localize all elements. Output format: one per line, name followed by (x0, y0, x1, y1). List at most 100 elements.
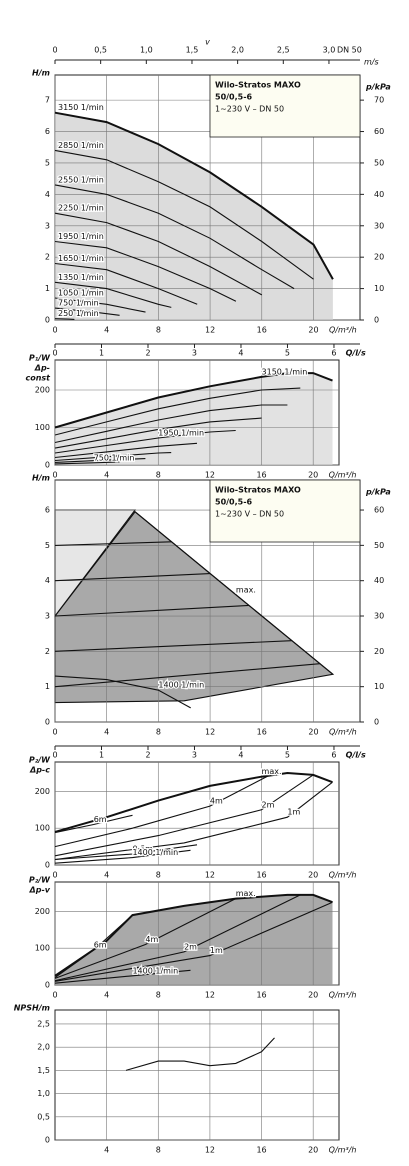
curve (54, 297, 146, 313)
x-tick-label: 12 (205, 471, 215, 480)
x-axis-label: Q/m³/h (329, 991, 357, 1000)
y2-tick-label: 0 (374, 718, 379, 727)
info-text: 1~230 V – DN 50 (215, 105, 284, 114)
axis-tick-label: 0 (52, 349, 57, 358)
curve-label: 2m (262, 800, 275, 809)
y2-tick-label: 20 (374, 253, 384, 262)
curve-label: 1950 1/min (158, 429, 204, 438)
axis-tick-label: 3,0 (323, 46, 336, 55)
curve (54, 240, 237, 302)
curve (54, 541, 172, 546)
x-tick-label: 0 (52, 871, 57, 880)
y-axis-label: H/m (32, 69, 50, 78)
curve (54, 573, 211, 582)
curve (54, 894, 301, 982)
y-tick-label: 2,5 (37, 1019, 50, 1028)
curve (54, 901, 333, 982)
x-tick-label: 20 (308, 871, 318, 880)
curve (54, 429, 236, 454)
curve (54, 893, 333, 977)
x-tick-label: 20 (308, 326, 318, 335)
curve (54, 969, 191, 984)
y2-tick-label: 30 (374, 221, 384, 230)
curve (54, 442, 198, 459)
y-axis-label: Δp-c (29, 766, 50, 775)
axis-label: v (205, 38, 210, 47)
y2-tick-label: 40 (374, 190, 384, 199)
x-tick-label: 4 (104, 871, 109, 880)
x-tick-label: 12 (205, 326, 215, 335)
x-tick-label: 8 (156, 728, 161, 737)
x-tick-label: 20 (308, 728, 318, 737)
curve-label: 1m (287, 808, 300, 817)
y2-tick-label: 30 (374, 612, 384, 621)
curve-label: 1m (210, 946, 223, 955)
x-axis-label: Q/m³/h (329, 871, 357, 880)
info-box (209, 74, 361, 138)
y-tick-label: 1 (45, 682, 50, 691)
curve-label: 2850 1/min (58, 141, 104, 150)
curve (54, 814, 133, 834)
y-axis-label: const (25, 374, 51, 383)
curve-label: 250 1/min (58, 309, 99, 318)
plot-layer (55, 1010, 339, 1141)
x-tick-label: 16 (256, 991, 266, 1000)
x-axis-label: Q/m³/h (329, 1146, 357, 1155)
x-tick-label: 20 (308, 1146, 318, 1155)
y2-tick-label: 20 (374, 647, 384, 656)
y-axis-label: P₂/W (29, 756, 51, 765)
y2-tick-label: 70 (374, 96, 384, 105)
axis-tick-label: 1,0 (140, 46, 153, 55)
y-axis-label: NPSH/m (14, 1004, 50, 1013)
y-tick-label: 6 (45, 127, 50, 136)
plot-layer (54, 360, 339, 466)
axis-label: Q/l/s (346, 349, 366, 358)
curve (54, 604, 249, 617)
y-axis-label: P₂/W (29, 876, 51, 885)
y-tick-label: 2,0 (37, 1043, 50, 1052)
curve (54, 461, 120, 465)
curve-label: 1050 1/min (58, 289, 104, 298)
y-tick-label: 0 (45, 861, 50, 870)
curve-label: 750 1/min (94, 453, 135, 462)
axis-tick-label: 5 (285, 349, 290, 358)
y2-tick-label: 0 (374, 316, 379, 325)
info-text: Wilo-Stratos MAXO (215, 81, 301, 90)
curve (54, 318, 75, 320)
y-tick-label: 3 (45, 221, 50, 230)
x-tick-label: 8 (156, 991, 161, 1000)
curve (54, 262, 198, 305)
y-tick-label: 5 (45, 158, 50, 167)
y2-tick-label: 40 (374, 576, 384, 585)
curve (54, 149, 314, 280)
axis-tick-label: 4 (238, 751, 243, 760)
y2-tick-label: 10 (374, 284, 384, 293)
curve (54, 281, 172, 308)
y-tick-label: 200 (35, 787, 50, 796)
axis-unit: m/s (364, 58, 379, 67)
curve-label: max. (236, 585, 256, 594)
plot-layer (54, 882, 339, 986)
axis-tick-label: 4 (238, 349, 243, 358)
y2-tick-label: 60 (374, 127, 384, 136)
y-tick-label: 5 (45, 541, 50, 550)
area (55, 894, 333, 985)
area (55, 112, 333, 320)
y-tick-label: 7 (45, 96, 50, 105)
axis-tick-label: 2 (145, 349, 150, 358)
x-tick-label: 16 (256, 1146, 266, 1155)
curve-label: 6m (94, 815, 107, 824)
axis-tick-label: 2 (145, 751, 150, 760)
x-tick-label: 12 (205, 728, 215, 737)
axis-tick-label: 5 (285, 751, 290, 760)
x-tick-label: 0 (52, 471, 57, 480)
x-tick-label: 4 (104, 991, 109, 1000)
y-tick-label: 4 (45, 576, 50, 585)
curve (54, 640, 292, 652)
curve-label: 1400 1/min (132, 848, 178, 857)
x-tick-label: 12 (205, 991, 215, 1000)
y-tick-label: 0 (45, 461, 50, 470)
axis-tick-label: 3 (192, 349, 197, 358)
curve (54, 184, 295, 290)
curve-label: 3150 1/min (58, 103, 104, 112)
